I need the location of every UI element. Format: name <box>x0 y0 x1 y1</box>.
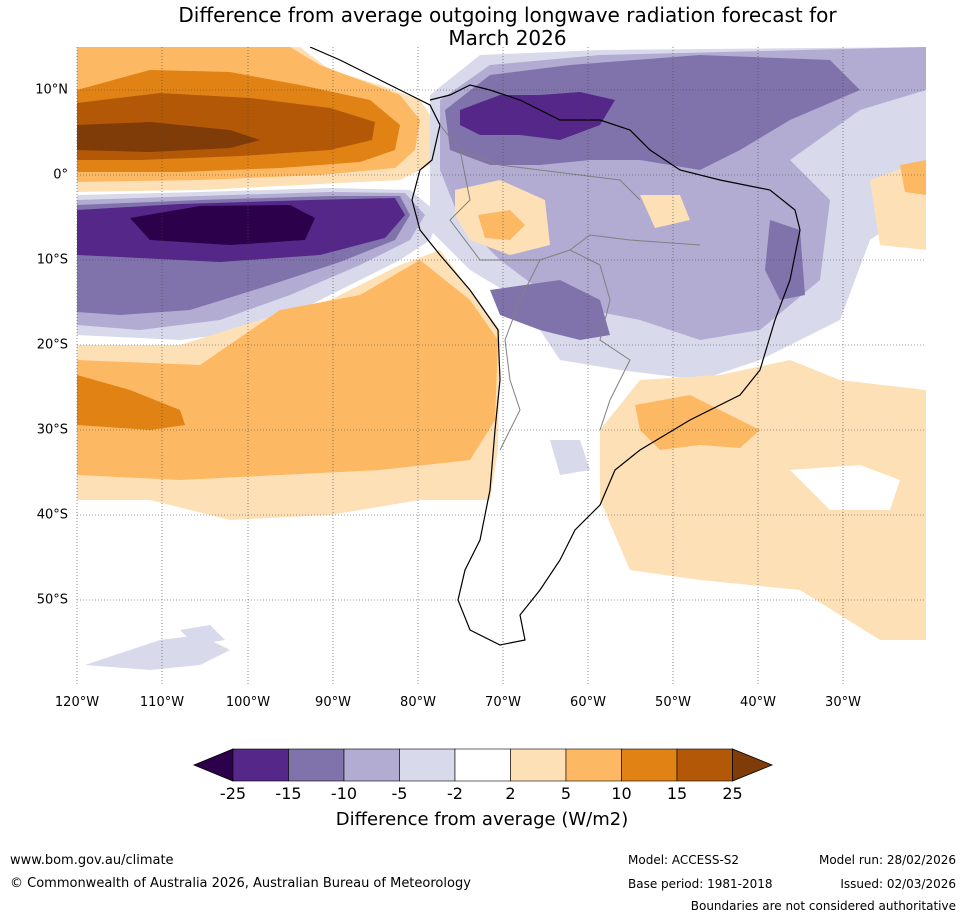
lon-label: 100°W <box>226 695 270 710</box>
lat-label: 50°S <box>37 593 68 608</box>
colorbar-tick-label: 5 <box>561 784 571 803</box>
title-line-1: Difference from average outgoing longwav… <box>178 3 837 27</box>
lon-label: 110°W <box>140 695 184 710</box>
lon-label: 90°W <box>315 695 351 710</box>
lon-label: 80°W <box>400 695 436 710</box>
lon-label: 50°W <box>655 695 691 710</box>
footer-disclaimer: Boundaries are not considered authoritat… <box>690 899 956 913</box>
colorbar-tick-label: -5 <box>392 784 408 803</box>
lon-label: 40°W <box>740 695 776 710</box>
anomaly-region <box>900 160 926 195</box>
colorbar: -25 -15 -10 -5 -2 2 5 10 15 25 <box>192 748 774 803</box>
colorbar-segment <box>399 748 456 782</box>
gridlines <box>76 47 926 685</box>
footer-url[interactable]: www.bom.gov.au/climate <box>10 853 174 868</box>
lat-label: 40°S <box>37 508 68 523</box>
colorbar-tick-label: -25 <box>220 784 246 803</box>
longitude-labels: 120°W 110°W 100°W 90°W 80°W 70°W 60°W 50°W 40°W 3… <box>55 695 861 710</box>
colorbar-label: Difference from average (W/m2) <box>336 809 628 830</box>
colorbar-tick-label: -15 <box>275 784 301 803</box>
colorbar-segment <box>343 748 400 782</box>
lat-label: 10°N <box>35 83 68 98</box>
anomaly-region <box>77 122 260 152</box>
colorbar-segment <box>454 748 511 782</box>
anomaly-region <box>490 280 610 340</box>
lon-label: 30°W <box>825 695 861 710</box>
anomaly-region <box>445 55 860 170</box>
anomaly-region <box>550 440 590 475</box>
footer-copyright: © Commonwealth of Australia 2026, Austra… <box>10 876 471 891</box>
map-plot-area <box>77 47 926 685</box>
colorbar-tick-label: 15 <box>667 784 687 803</box>
lon-label: 120°W <box>55 695 99 710</box>
footer-issued: Issued: 02/03/2026 <box>840 877 956 891</box>
colorbar-segment <box>621 748 678 782</box>
lat-label: 30°S <box>37 423 68 438</box>
country-borders <box>439 124 701 451</box>
map-title: Difference from average outgoing longwav… <box>0 4 965 50</box>
colorbar-segment <box>232 748 289 782</box>
lon-label: 70°W <box>485 695 521 710</box>
colorbar-extend-low <box>192 748 234 782</box>
anomaly-region <box>460 92 615 140</box>
anomaly-region <box>77 375 185 430</box>
title-line-2: March 2026 <box>448 26 567 50</box>
colorbar-tick-label: 10 <box>611 784 631 803</box>
anomaly-region <box>130 205 315 245</box>
colorbar-segment <box>565 748 622 782</box>
latitude-labels: 10°N 0° 10°S 20°S 30°S 40°S 50°S <box>35 83 68 608</box>
colorbar-segment <box>676 748 733 782</box>
colorbar-tick-label: 2 <box>505 784 515 803</box>
colorbar-tick-label: -2 <box>447 784 463 803</box>
footer-base-period: Base period: 1981-2018 <box>628 877 773 891</box>
colorbar-tick-label: 25 <box>722 784 742 803</box>
lat-label: 20°S <box>37 338 68 353</box>
anomaly-region <box>478 210 525 240</box>
colorbar-segment <box>510 748 567 782</box>
anomaly-region <box>790 465 900 510</box>
anomaly-region <box>180 625 225 645</box>
anomaly-region <box>635 395 760 450</box>
anomaly-region <box>640 195 690 228</box>
coastline <box>309 47 801 646</box>
colorbar-extend-high <box>732 748 774 782</box>
lat-label: 0° <box>53 168 68 183</box>
lon-label: 60°W <box>570 695 606 710</box>
colorbar-segment <box>288 748 345 782</box>
footer-model-run: Model run: 28/02/2026 <box>818 853 956 867</box>
lat-label: 10°S <box>37 253 68 268</box>
footer-model: Model: ACCESS-S2 <box>628 853 740 867</box>
colorbar-tick-label: -10 <box>331 784 357 803</box>
